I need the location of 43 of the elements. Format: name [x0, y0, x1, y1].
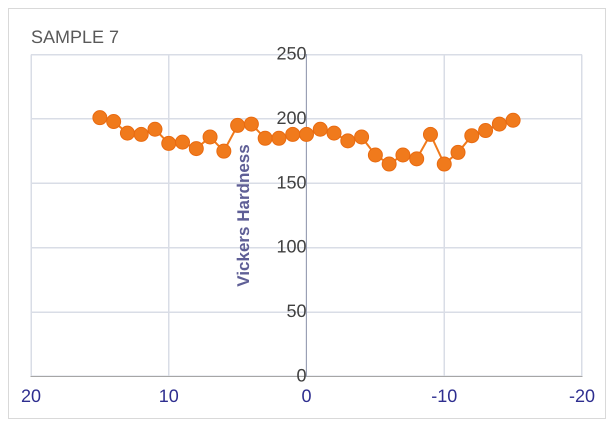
- x-tick-label: 10: [158, 386, 179, 406]
- point: [202, 129, 218, 144]
- point: [395, 148, 410, 162]
- point: [161, 136, 176, 151]
- point: [409, 151, 424, 166]
- point: [312, 122, 328, 137]
- point: [368, 148, 383, 162]
- x-tick-label: 20: [20, 386, 42, 406]
- point: [506, 112, 521, 128]
- point: [478, 123, 494, 138]
- x-tick-label: -10: [431, 386, 458, 406]
- point: [464, 128, 480, 144]
- point: [230, 118, 246, 133]
- point: [106, 114, 122, 130]
- point: [175, 134, 190, 150]
- point: [340, 133, 356, 148]
- point: [450, 144, 466, 160]
- point: [147, 122, 162, 137]
- point: [422, 126, 438, 142]
- point: [92, 110, 108, 126]
- point: [244, 116, 259, 132]
- point: [134, 126, 149, 142]
- y-tick-label: 150: [276, 172, 306, 192]
- point: [492, 116, 507, 132]
- y-tick-label: 0: [296, 365, 306, 386]
- y-axis-title: Vickers Hardness: [234, 144, 254, 287]
- point: [436, 156, 452, 172]
- y-tick-label: 50: [286, 301, 306, 322]
- point: [258, 130, 273, 146]
- point: [216, 144, 232, 159]
- point: [326, 126, 342, 141]
- point: [188, 141, 204, 156]
- point: [285, 126, 300, 142]
- point: [382, 156, 397, 172]
- point: [354, 129, 370, 144]
- point: [120, 126, 135, 141]
- x-tick-label: -20: [568, 386, 595, 406]
- point: [271, 130, 286, 146]
- y-tick-label: 200: [276, 108, 306, 128]
- point: [298, 126, 314, 142]
- y-tick-label: 250: [276, 44, 306, 64]
- y-tick-label: 100: [276, 236, 306, 257]
- chart-title: SAMPLE 7: [31, 26, 120, 47]
